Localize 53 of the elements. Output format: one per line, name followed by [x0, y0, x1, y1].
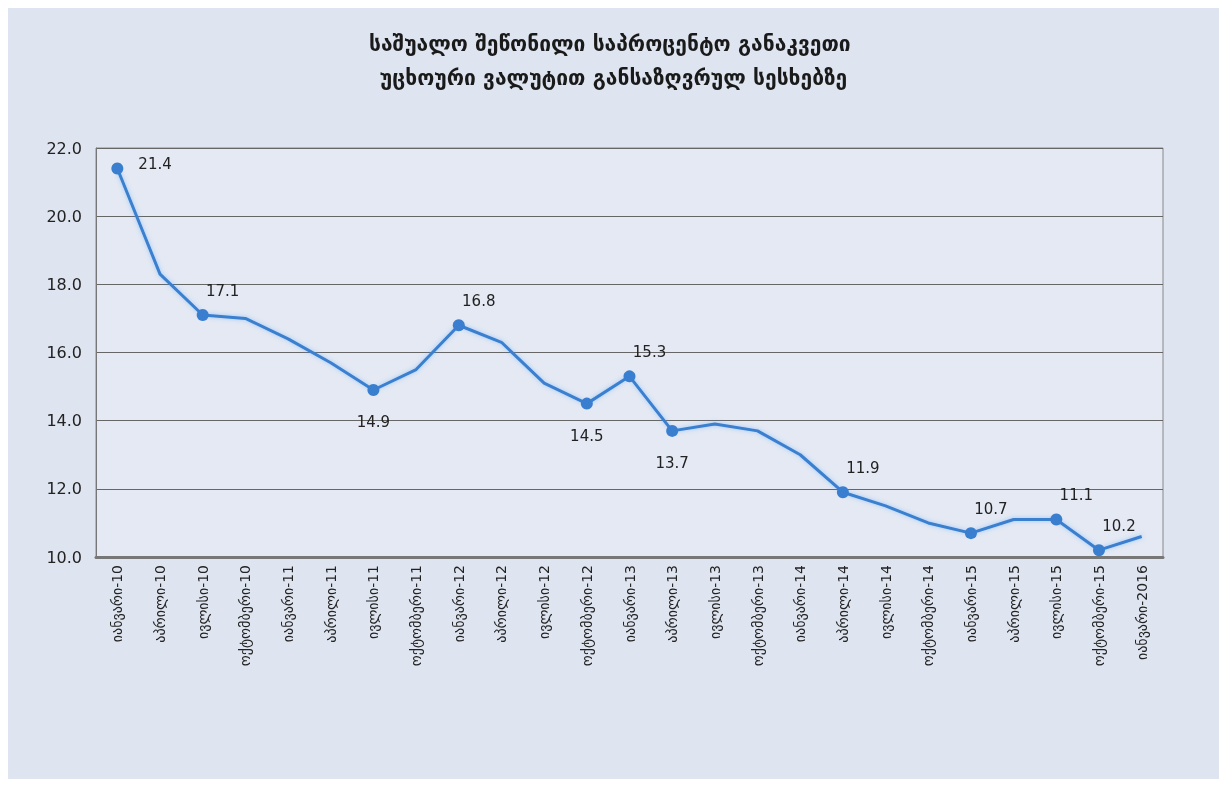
- data-label: 17.1: [206, 281, 240, 300]
- point: [1092, 544, 1105, 557]
- point: [111, 162, 124, 175]
- x-tick-label: ივლისი-12: [536, 565, 553, 639]
- data-label: 10.7: [974, 499, 1008, 518]
- point: [196, 309, 209, 321]
- y-tick-label: 12.0: [46, 479, 82, 499]
- y-tick-label: 18.0: [46, 274, 82, 294]
- point: [1050, 513, 1063, 526]
- x-tick-label: ოქტომბერი-10: [237, 565, 254, 667]
- x-tick-label: იანვარი-12: [450, 565, 467, 643]
- data-label: 16.8: [462, 291, 496, 310]
- x-tick-label: ივლისი-11: [365, 565, 382, 639]
- y-tick-label: 16.0: [46, 343, 82, 362]
- x-tick-label: ოქტომბერი-13: [749, 565, 766, 667]
- y-tick-label: 22.0: [46, 138, 82, 158]
- point: [452, 319, 465, 332]
- x-tick-label: იანვარი-2016: [1133, 564, 1150, 661]
- data-label: 14.5: [570, 427, 604, 446]
- x-tick-label: იანვარი-10: [109, 565, 126, 643]
- data-label: 13.7: [655, 454, 689, 473]
- point: [580, 397, 593, 410]
- x-tick-label: ოქტომბერი-14: [920, 564, 937, 667]
- x-tick-label: იანვარი-13: [621, 565, 638, 643]
- x-tick-label: ოქტომბერი-11: [408, 565, 425, 667]
- x-tick-label: აპრილი-10: [152, 565, 169, 643]
- data-label: 21.4: [138, 155, 172, 174]
- point: [836, 486, 849, 499]
- x-tick-label: ივლისი-15: [1048, 565, 1065, 639]
- x-tick-label: აპრილი-11: [322, 565, 339, 643]
- x-tick-label: აპრილი-14: [834, 564, 851, 643]
- x-tick-label: ივლისი-10: [194, 565, 211, 639]
- x-tick-label: ივლისი-13: [706, 565, 723, 639]
- x-tick-label: აპრილი-13: [664, 565, 681, 643]
- point: [623, 370, 636, 383]
- y-tick-label: 10.0: [46, 547, 82, 567]
- data-label: 11.9: [846, 458, 880, 477]
- data-label: 10.2: [1102, 516, 1136, 535]
- x-tick-label: ივლისი-14: [877, 564, 894, 639]
- y-tick-label: 14.0: [46, 411, 82, 431]
- x-tick-label: იანვარი-15: [962, 565, 979, 643]
- chart-title: საშუალო შეწონილი საპროცენტო განაკვეთი უცხოური ვალუტით განსაზღვრულ სესხებზე: [369, 32, 858, 90]
- data-label: 11.1: [1059, 486, 1093, 505]
- x-tick-label: აპრილი-15: [1005, 565, 1022, 643]
- x-tick-label: იანვარი-14: [792, 564, 809, 643]
- point: [964, 527, 977, 540]
- point: [367, 383, 380, 396]
- point: [666, 424, 679, 437]
- x-tick-label: ოქტომბერი-12: [578, 565, 595, 667]
- x-tick-label: ოქტომბერი-15: [1090, 565, 1107, 667]
- y-tick-label: 20.0: [46, 206, 82, 226]
- x-tick-label: აპრილი-12: [493, 565, 510, 643]
- x-tick-label: იანვარი-11: [280, 565, 297, 643]
